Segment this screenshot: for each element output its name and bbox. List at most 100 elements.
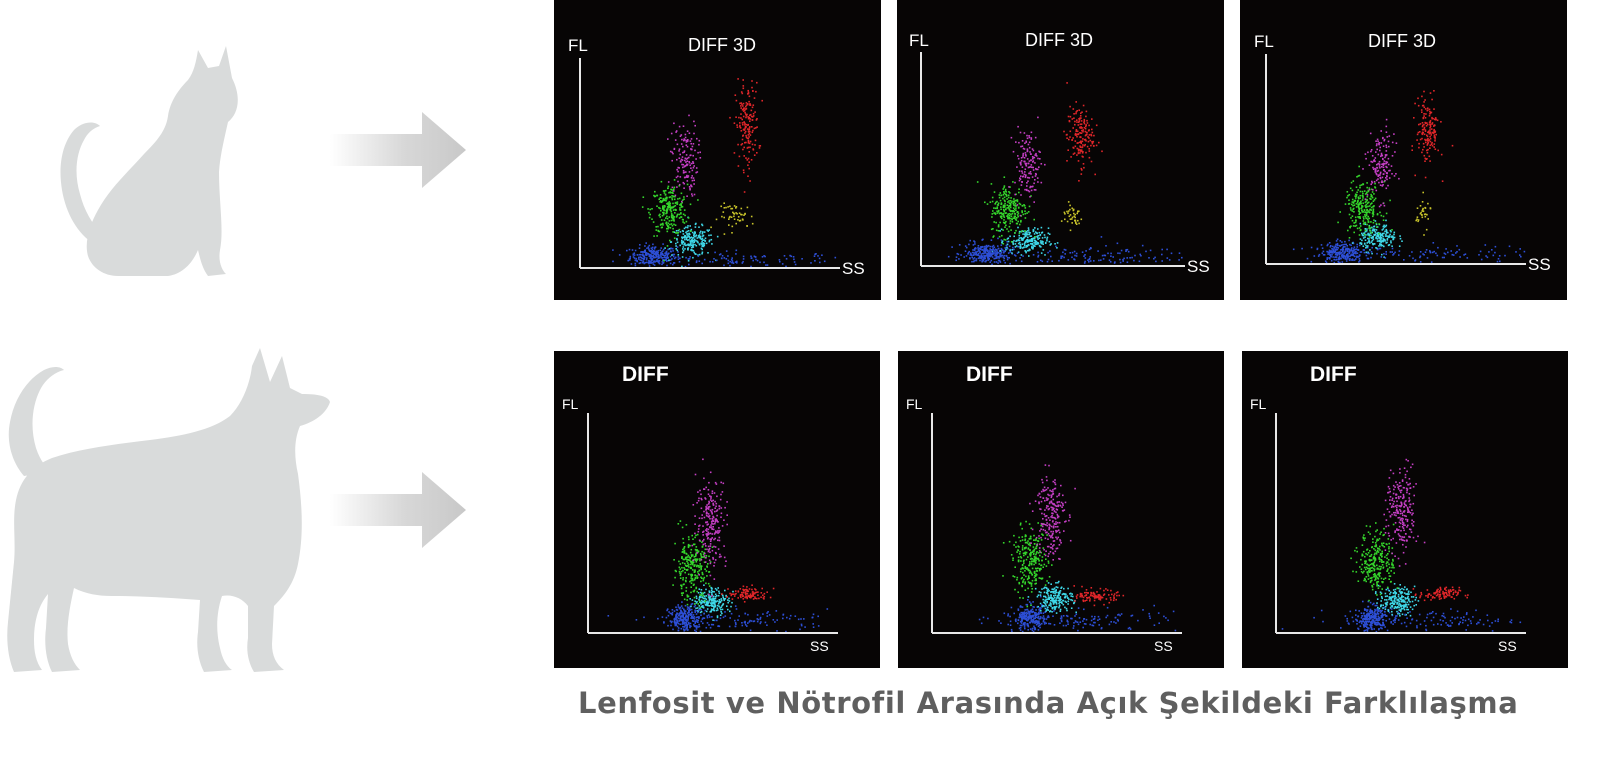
scatter-point-red: [1091, 142, 1094, 145]
scatter-point-green: [671, 197, 673, 199]
scatter-point-blue: [985, 248, 988, 251]
scatter-point-cyan: [1050, 595, 1052, 597]
scatter-point-green: [661, 208, 664, 210]
scatter-point-red: [1076, 110, 1078, 112]
scatter-point-blue: [1026, 608, 1029, 611]
scatter-point-blue: [683, 626, 685, 628]
scatter-point-blue: [673, 257, 676, 260]
scatter-point-green: [1355, 194, 1358, 196]
scatter-point-red: [1416, 133, 1419, 136]
scatter-point-cyan: [1365, 251, 1368, 254]
scatter-point-cyan: [1367, 241, 1370, 243]
scatter-point-green: [1352, 201, 1355, 203]
scatter-point-green: [1371, 191, 1374, 193]
scatter-point-blue: [1138, 260, 1141, 263]
scatter-point-green: [660, 209, 662, 212]
scatter-point-blue: [670, 621, 673, 624]
scatter-point-cyan: [1068, 598, 1070, 600]
scatter-point-green: [666, 208, 669, 210]
panel-title: DIFF 3D: [1025, 30, 1093, 50]
scatter-point-magenta: [1025, 155, 1027, 157]
scatter-point-blue: [1398, 250, 1401, 252]
scatter-point-red: [1085, 115, 1087, 118]
scatter-point-magenta: [710, 538, 712, 540]
scatter-point-cyan: [1050, 599, 1052, 602]
scatter-point-blue: [1027, 599, 1029, 601]
scatter-point-cyan: [1023, 243, 1026, 245]
scatter-point-green: [1370, 232, 1373, 234]
scatter-point-red: [745, 105, 747, 108]
scatter-point-magenta: [1379, 176, 1381, 179]
scatter-point-blue: [1017, 622, 1019, 625]
scatter-point-red: [747, 123, 749, 126]
scatter-point-magenta: [705, 556, 707, 559]
scatter-point-cyan: [1043, 234, 1046, 236]
scatter-point-red: [742, 595, 744, 598]
scatter-point-blue: [1021, 630, 1024, 633]
scatter-point-magenta: [676, 186, 678, 188]
scatter-point-magenta: [704, 561, 707, 563]
scatter-point-green: [683, 567, 685, 569]
scatter-point-red: [1084, 143, 1086, 146]
scatter-point-blue: [981, 239, 983, 241]
scatter-point-magenta: [1383, 139, 1385, 142]
scatter-point-cyan: [727, 601, 729, 604]
scatter-point-cyan: [710, 609, 713, 612]
scatter-point-blue: [1408, 255, 1411, 257]
scatter-point-magenta: [1377, 140, 1379, 143]
scatter-point-green: [1372, 209, 1375, 212]
scatter-point-magenta: [1379, 177, 1382, 180]
scatter-point-blue: [1334, 251, 1336, 253]
scatter-point-green: [1369, 197, 1371, 200]
scatter-point-blue: [1006, 256, 1009, 259]
scatter-point-blue: [642, 261, 644, 264]
scatter-point-magenta: [1381, 181, 1384, 184]
scatter-point-green: [1000, 206, 1002, 208]
scatter-point-green: [1004, 202, 1006, 205]
scatter-point-yellow: [751, 222, 754, 225]
scatter-point-magenta: [1021, 170, 1023, 172]
scatter-point-green: [660, 197, 662, 199]
scatter-point-blue: [794, 263, 797, 266]
scatter-point-blue: [669, 262, 672, 265]
scatter-point-blue: [688, 258, 691, 260]
scatter-point-cyan: [1035, 242, 1037, 244]
scatter-point-red: [1088, 137, 1090, 139]
scatter-point-blue: [1029, 621, 1031, 624]
scatter-point-blue: [677, 251, 679, 253]
scatter-point-magenta: [709, 532, 712, 535]
scatter-point-magenta: [1019, 178, 1022, 180]
scatter-point-blue: [1345, 248, 1347, 251]
scatter-point-yellow: [1072, 209, 1075, 212]
scatter-point-yellow: [1425, 228, 1428, 231]
scatter-point-red: [1080, 112, 1082, 115]
scatter-point-cyan: [1006, 243, 1009, 246]
scatter-point-cyan: [682, 249, 685, 252]
scatter-point-blue: [1339, 251, 1341, 253]
scatter-point-red: [749, 140, 752, 143]
scatter-point-blue: [1027, 610, 1030, 612]
scatter-point-blue: [1340, 244, 1343, 246]
scatter-point-cyan: [687, 260, 690, 262]
scatter-point-green: [674, 195, 676, 198]
scatter-point-blue: [1031, 627, 1034, 630]
scatter-point-blue: [1037, 254, 1040, 257]
scatter-point-cyan: [1061, 602, 1063, 604]
scatter-point-cyan: [694, 600, 696, 602]
scatter-point-green: [700, 568, 702, 571]
scatter-point-blue: [644, 261, 646, 264]
scatter-point-cyan: [677, 254, 680, 256]
scatter-point-cyan: [721, 604, 723, 607]
scatter-point-blue: [1371, 246, 1373, 249]
scatter-point-blue: [1342, 256, 1345, 258]
scatter-point-blue: [1032, 601, 1034, 603]
scatter-point-cyan: [1386, 238, 1389, 240]
scatter-point-blue: [669, 620, 672, 622]
scatter-point-blue: [1344, 243, 1346, 246]
scatter-point-cyan: [681, 242, 683, 244]
scatter-point-magenta: [1382, 184, 1384, 186]
scatter-point-green: [697, 551, 699, 553]
scatter-point-green: [656, 194, 658, 197]
scatter-point-blue: [969, 239, 971, 242]
scatter-point-green: [661, 226, 663, 229]
